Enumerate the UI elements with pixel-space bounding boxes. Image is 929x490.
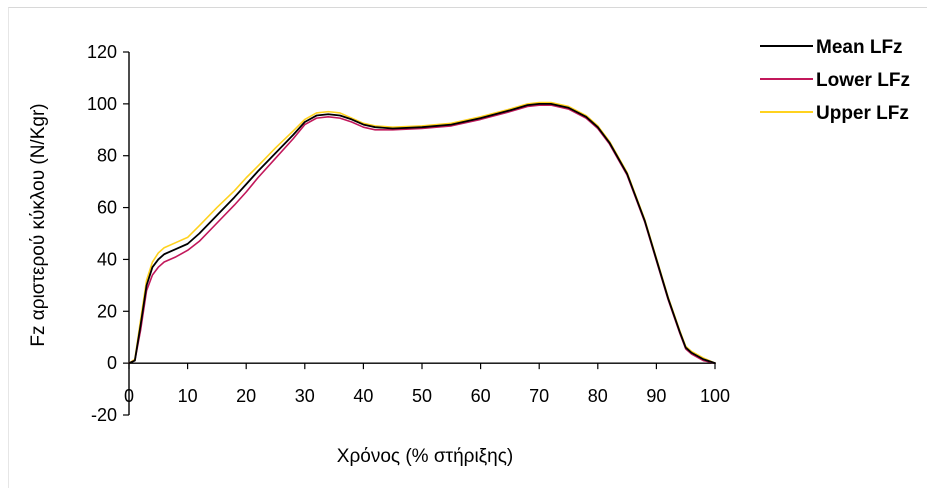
legend-label: Mean LFz — [816, 37, 903, 58]
y-tick-label: 60 — [97, 198, 117, 218]
x-axis: 0 10 20 30 40 50 60 70 80 90 100 — [124, 362, 730, 406]
x-tick-label: 0 — [124, 386, 134, 406]
y-tick-label: 80 — [97, 146, 117, 166]
y-tick-label: 0 — [107, 353, 117, 373]
chart-frame — [8, 7, 927, 488]
x-tick-label: 10 — [178, 386, 198, 406]
legend-label: Lower LFz — [816, 70, 910, 91]
series-line-mean-lfz — [128, 102, 716, 365]
x-axis-title: Χρόνος (% στήριξης) — [337, 446, 513, 467]
legend-label: Upper LFz — [816, 103, 909, 124]
x-tick-label: 60 — [471, 386, 491, 406]
x-tick-label: 20 — [236, 386, 256, 406]
y-tick-label: 40 — [97, 249, 117, 269]
y-tick-label: -20 — [91, 405, 117, 425]
y-tick-label: 120 — [87, 42, 117, 62]
y-axis-title: Fz αριστερού κύκλου (N/Kgr) — [28, 103, 49, 346]
legend: Mean LFz Lower LFz Upper LFz — [760, 37, 910, 124]
series-layer — [128, 101, 716, 365]
y-tick-label: 100 — [87, 94, 117, 114]
y-axis: -20 0 20 40 60 80 100 120 — [87, 42, 130, 425]
x-tick-label: 100 — [700, 386, 730, 406]
x-tick-label: 50 — [412, 386, 432, 406]
x-tick-label: 70 — [529, 386, 549, 406]
x-tick-label: 80 — [588, 386, 608, 406]
x-tick-label: 40 — [353, 386, 373, 406]
y-tick-label: 20 — [97, 301, 117, 321]
x-tick-label: 30 — [295, 386, 315, 406]
x-tick-label: 90 — [646, 386, 666, 406]
series-line-upper-lfz — [128, 101, 716, 364]
series-line-lower-lfz — [128, 104, 716, 364]
